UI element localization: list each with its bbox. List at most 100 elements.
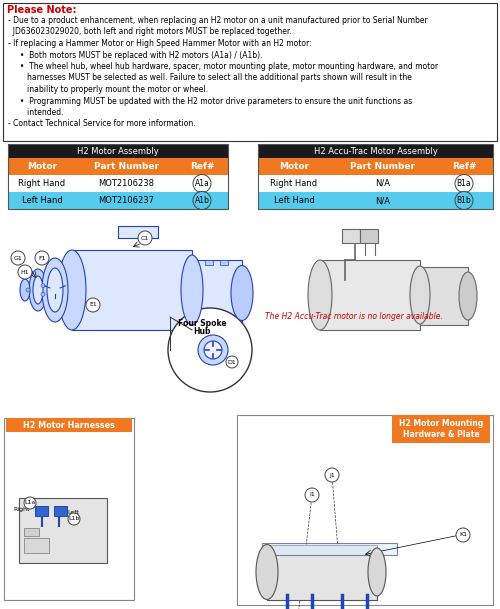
Circle shape: [68, 513, 80, 525]
Text: H1: H1: [20, 270, 30, 275]
Text: •  The wheel hub, wheel hub hardware, spacer, motor mounting plate, motor mounti: • The wheel hub, wheel hub hardware, spa…: [8, 62, 438, 71]
Text: H2 Accu-Trac Motor Assembly: H2 Accu-Trac Motor Assembly: [314, 147, 438, 155]
Bar: [3, 3, 497, 141]
Circle shape: [26, 288, 30, 292]
Ellipse shape: [181, 255, 203, 325]
Bar: [342, 229, 360, 243]
Bar: [258, 158, 493, 175]
Text: - Due to a product enhancement, when replacing an H2 motor on a unit manufacture: - Due to a product enhancement, when rep…: [8, 16, 428, 25]
Ellipse shape: [368, 548, 386, 596]
Text: B1b: B1b: [456, 196, 471, 205]
Text: Hub: Hub: [193, 328, 211, 337]
Text: N/A: N/A: [375, 196, 390, 205]
Ellipse shape: [204, 341, 222, 359]
Circle shape: [24, 497, 36, 509]
Bar: [192, 260, 242, 325]
Text: Please Note:: Please Note:: [7, 5, 76, 15]
Bar: [258, 144, 493, 209]
Text: A1b: A1b: [194, 196, 210, 205]
Bar: [6, 418, 132, 432]
Text: Part Number: Part Number: [350, 162, 415, 171]
Bar: [258, 192, 493, 209]
Text: inability to properly mount the motor or wheel.: inability to properly mount the motor or…: [8, 85, 208, 94]
Ellipse shape: [29, 269, 47, 311]
Text: H2 Motor Harnesses: H2 Motor Harnesses: [23, 420, 115, 429]
Text: Right: Right: [14, 507, 30, 512]
Text: F1: F1: [38, 256, 46, 261]
Bar: [24, 528, 39, 536]
Circle shape: [11, 251, 25, 265]
Bar: [54, 506, 67, 516]
Bar: [24, 538, 49, 553]
Circle shape: [41, 292, 45, 297]
Text: N/A: N/A: [375, 179, 390, 188]
Bar: [35, 506, 48, 516]
Text: L1b: L1b: [68, 516, 80, 521]
Bar: [262, 543, 397, 555]
Bar: [360, 229, 378, 243]
Bar: [237, 415, 493, 605]
Circle shape: [455, 175, 473, 192]
Bar: [205, 260, 213, 265]
Bar: [267, 545, 377, 600]
Text: Right Hand: Right Hand: [18, 179, 66, 188]
Text: Motor: Motor: [279, 162, 309, 171]
Circle shape: [86, 298, 100, 312]
Ellipse shape: [58, 250, 86, 330]
Text: - If replacing a Hammer Motor or High Speed Hammer Motor with an H2 motor:: - If replacing a Hammer Motor or High Sp…: [8, 39, 312, 48]
Text: I1: I1: [309, 493, 315, 498]
Circle shape: [168, 308, 252, 392]
Circle shape: [193, 191, 211, 209]
Ellipse shape: [42, 258, 68, 322]
Bar: [19, 498, 107, 563]
Text: J1: J1: [329, 473, 335, 477]
Text: L1a: L1a: [24, 501, 36, 505]
Text: Part Number: Part Number: [94, 162, 158, 171]
Bar: [4, 418, 134, 600]
Bar: [72, 250, 192, 330]
Circle shape: [41, 284, 45, 287]
Circle shape: [455, 191, 473, 209]
Circle shape: [18, 265, 32, 279]
Text: Ref#: Ref#: [190, 162, 214, 171]
Bar: [8, 144, 228, 209]
Bar: [8, 175, 228, 192]
Bar: [8, 144, 228, 158]
Text: D1: D1: [228, 359, 236, 365]
Text: - Contact Technical Service for more information.: - Contact Technical Service for more inf…: [8, 119, 196, 128]
Circle shape: [138, 231, 152, 245]
Circle shape: [325, 468, 339, 482]
Bar: [220, 260, 228, 265]
Ellipse shape: [198, 335, 228, 365]
Ellipse shape: [410, 266, 430, 324]
Text: E1: E1: [89, 303, 97, 308]
Circle shape: [193, 175, 211, 192]
Text: Right Hand: Right Hand: [270, 179, 318, 188]
Bar: [8, 158, 228, 175]
Circle shape: [305, 488, 319, 502]
Ellipse shape: [231, 266, 253, 320]
Bar: [320, 260, 420, 330]
Text: Four Spoke: Four Spoke: [178, 320, 226, 328]
Text: B1a: B1a: [456, 179, 471, 188]
Bar: [420, 267, 468, 325]
Text: MOT2106237: MOT2106237: [98, 196, 154, 205]
Ellipse shape: [459, 272, 477, 320]
Circle shape: [456, 528, 470, 542]
Circle shape: [35, 251, 49, 265]
Text: A1a: A1a: [194, 179, 210, 188]
Text: MOT2106238: MOT2106238: [98, 179, 154, 188]
Ellipse shape: [47, 268, 63, 312]
Text: K1: K1: [459, 532, 467, 538]
Ellipse shape: [256, 544, 278, 599]
Ellipse shape: [308, 260, 332, 330]
Text: JD636023029020, both left and right motors MUST be replaced together.: JD636023029020, both left and right moto…: [8, 27, 292, 37]
Text: Motor: Motor: [27, 162, 57, 171]
Text: G1: G1: [14, 256, 22, 261]
Text: •  Programming MUST be updated with the H2 motor drive parameters to ensure the : • Programming MUST be updated with the H…: [8, 96, 412, 105]
Ellipse shape: [20, 279, 30, 301]
Text: The H2 Accu-Trac motor is no longer available.: The H2 Accu-Trac motor is no longer avai…: [265, 312, 443, 321]
Text: C1: C1: [141, 236, 149, 241]
Circle shape: [226, 356, 238, 368]
Bar: [258, 175, 493, 192]
